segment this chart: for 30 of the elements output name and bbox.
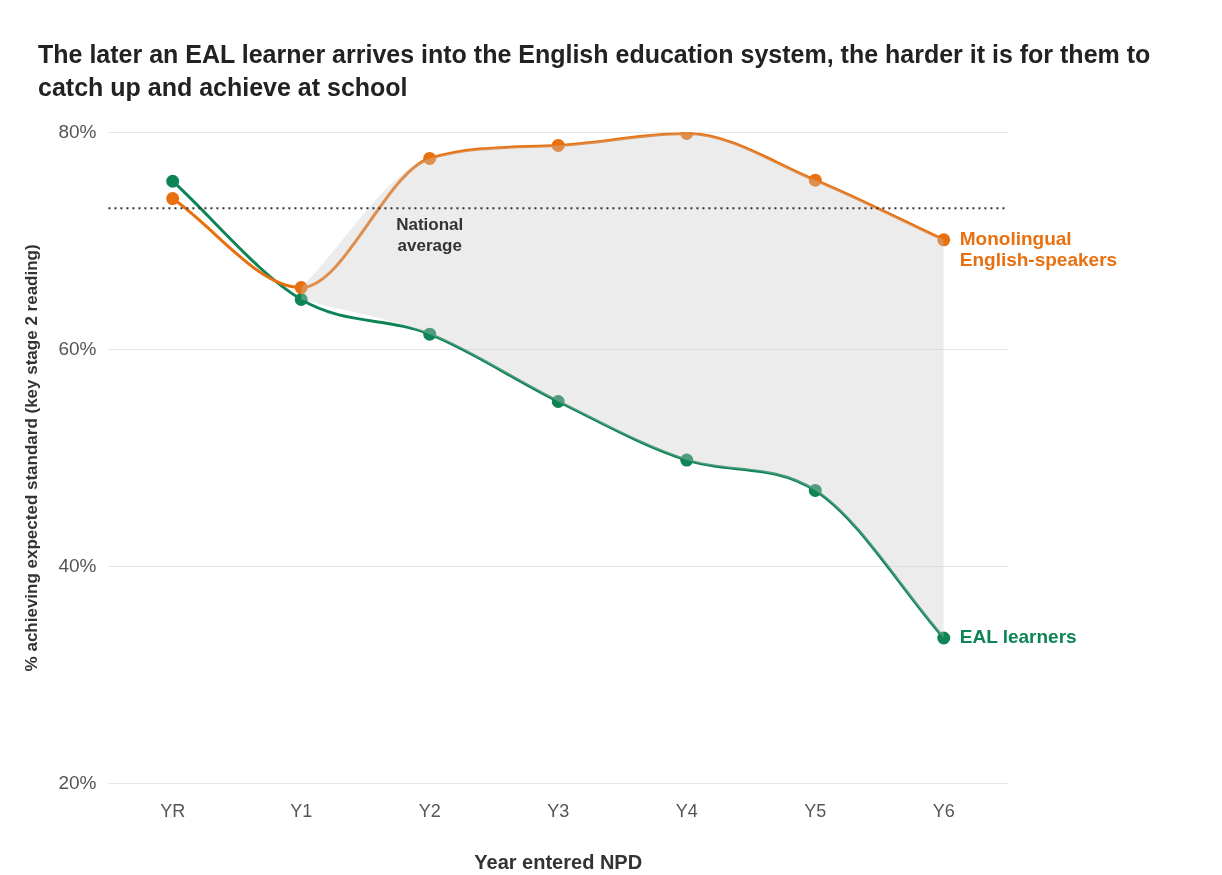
x-tick-label: YR (160, 801, 186, 822)
x-tick-label: Y5 (804, 801, 827, 822)
point (551, 394, 565, 408)
x-tick-label: Y6 (932, 801, 955, 822)
point (294, 281, 308, 295)
point (808, 483, 822, 497)
series-label: Monolingual English-speakers (959, 228, 1118, 271)
point (680, 453, 694, 467)
ref-line-label: National average (396, 214, 464, 255)
chart-title: The later an EAL learner arrives into the English education system, the harder it is for them to catch up and achieve at school (37, 39, 1152, 103)
y-tick-label: 20% (58, 771, 97, 793)
point (166, 174, 180, 188)
point (423, 151, 437, 165)
point (294, 292, 308, 306)
y-tick-label: 60% (58, 337, 97, 359)
point (551, 138, 565, 152)
point (808, 173, 822, 187)
x-tick-label: Y3 (547, 801, 570, 822)
x-tick-label: Y4 (675, 801, 698, 822)
point (937, 631, 951, 645)
point (937, 233, 951, 247)
x-tick-label: Y1 (290, 801, 313, 822)
y-tick-label: 80% (58, 120, 97, 142)
x-axis-title: Year entered NPD (474, 850, 643, 873)
y-tick-label: 40% (58, 554, 97, 576)
x-tick-label: Y2 (418, 801, 441, 822)
y-axis-title: % achieving expected standard (key stage 2 reading) (21, 244, 41, 672)
series-label: EAL learners (959, 626, 1077, 648)
point (166, 192, 180, 206)
point (423, 327, 437, 341)
